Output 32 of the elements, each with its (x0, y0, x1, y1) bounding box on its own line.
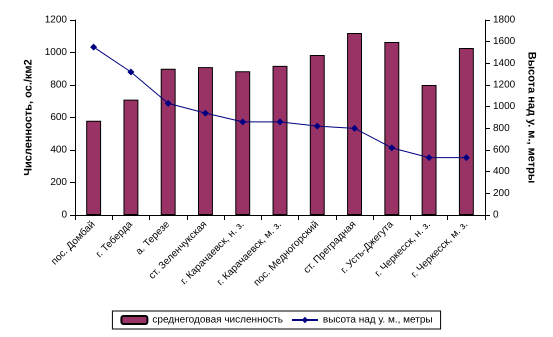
y-tick-label: 1000 (44, 47, 68, 58)
point (239, 118, 246, 126)
y2-tick-label: 1000 (493, 101, 516, 112)
y2-axis-title: Высота над у. м., метры (526, 52, 538, 184)
y-tick-label: 0 (61, 210, 68, 220)
point (164, 100, 172, 107)
y2-tick-label: 1400 (493, 58, 516, 69)
y-tick-label: 600 (50, 112, 68, 123)
y-tick-label: 1200 (44, 14, 68, 26)
point (314, 122, 321, 130)
y-tick-label: 400 (50, 144, 68, 156)
point (90, 44, 98, 51)
y2-tick-label: 800 (493, 122, 510, 134)
y2-tick-label: 0 (493, 210, 499, 220)
point (351, 124, 358, 132)
y2-tick-label: 600 (493, 144, 510, 156)
point (388, 144, 396, 152)
y2-tick-label: 400 (493, 166, 510, 178)
y2-tick-label: 1600 (493, 36, 516, 48)
point (127, 68, 134, 76)
point (426, 154, 433, 162)
y-axis-title: Численность, ос./км2 (22, 59, 34, 176)
legend-label: высота над у. м., метры (322, 314, 433, 326)
y2-tick-label: 1200 (493, 80, 516, 90)
point (462, 154, 470, 162)
y-tick-label: 200 (50, 177, 68, 188)
point (202, 110, 209, 117)
legend-label: среднегодовая численность (152, 314, 283, 326)
point (276, 118, 284, 126)
y2-tick-label: 1800 (493, 14, 516, 26)
y-tick-label: 800 (50, 80, 68, 90)
y2-tick-label: 200 (493, 188, 510, 199)
